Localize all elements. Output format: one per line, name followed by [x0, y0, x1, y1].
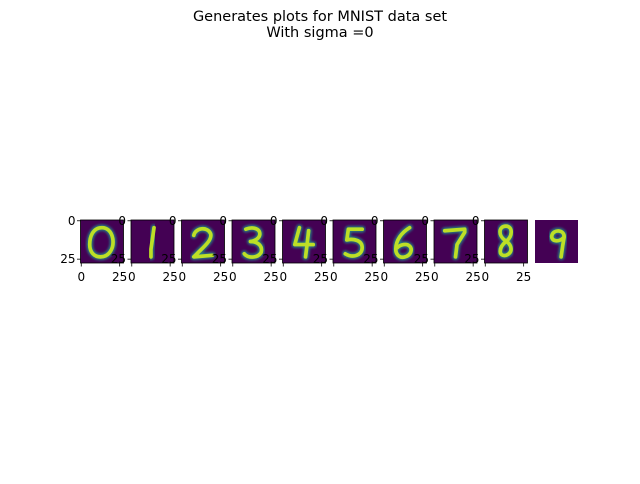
x-tick-label: 0: [279, 270, 287, 284]
x-tick-label: 25: [213, 270, 228, 284]
y-tick-label: 25: [60, 252, 75, 266]
digit-stroke: [549, 229, 567, 259]
figure-title-line-2: With sigma =0: [266, 25, 374, 41]
y-tick-label: 0: [118, 214, 126, 228]
y-tick-label: 25: [313, 252, 328, 266]
y-tick-label: 0: [68, 214, 76, 228]
axes-frame: [383, 219, 427, 264]
axes-frame: [332, 219, 377, 264]
digit-stroke: [393, 225, 413, 260]
axes-frame: [181, 219, 225, 264]
figure-title-line-1: Generates plots for MNIST data set: [192, 9, 448, 25]
y-tick-label: 0: [421, 214, 429, 228]
x-tick-label: 0: [431, 270, 439, 284]
digit-stroke: [191, 226, 215, 259]
y-tick-label: 25: [464, 252, 479, 266]
axes-frame: [282, 219, 326, 264]
y-tick-label: 25: [212, 252, 227, 266]
digit-stroke: [87, 225, 115, 259]
x-tick-label: 25: [415, 270, 430, 284]
x-tick-label: 0: [380, 270, 388, 284]
x-tick-label: 0: [128, 270, 136, 284]
axes-frame: [433, 219, 478, 264]
axes-frame: [231, 219, 276, 264]
x-tick-label: 0: [178, 270, 186, 284]
y-tick-label: 25: [363, 252, 378, 266]
x-tick-label: 25: [466, 270, 481, 284]
x-tick-label: 0: [77, 270, 85, 284]
y-tick-label: 0: [219, 214, 227, 228]
x-tick-label: 25: [264, 270, 279, 284]
x-tick-label: 0: [229, 270, 237, 284]
y-tick-label: 25: [161, 252, 176, 266]
axes-frame: [80, 219, 124, 264]
y-tick-label: 25: [414, 252, 429, 266]
digit-stroke: [292, 225, 316, 259]
digit-stroke: [343, 227, 365, 258]
panel-9: [535, 220, 578, 263]
y-tick-label: 0: [169, 214, 177, 228]
x-tick-label: 0: [481, 270, 489, 284]
y-tick-label: 0: [371, 214, 379, 228]
y-tick-label: 0: [472, 214, 480, 228]
digit-stroke: [442, 227, 467, 259]
axes-frame: [484, 219, 528, 264]
x-tick-label: 25: [163, 270, 178, 284]
x-tick-label: 25: [365, 270, 380, 284]
axes-frame: [130, 219, 175, 264]
x-tick-label: 25: [112, 270, 127, 284]
y-tick-label: 25: [111, 252, 126, 266]
y-tick-label: 25: [262, 252, 277, 266]
digit-stroke: [149, 225, 156, 259]
x-tick-label: 25: [314, 270, 329, 284]
x-tick-label: 25: [516, 270, 531, 284]
digit-stroke: [242, 226, 264, 259]
digit-stroke: [498, 224, 514, 258]
x-tick-label: 0: [330, 270, 338, 284]
y-tick-label: 0: [320, 214, 328, 228]
y-tick-label: 0: [270, 214, 278, 228]
